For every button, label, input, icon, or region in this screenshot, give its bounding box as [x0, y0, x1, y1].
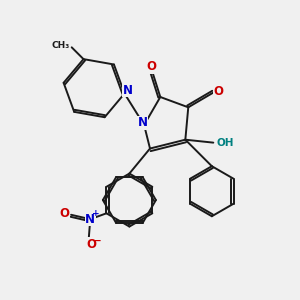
Text: O: O: [146, 60, 157, 73]
Text: N: N: [85, 213, 95, 226]
Text: OH: OH: [217, 138, 234, 148]
Text: CH₃: CH₃: [51, 41, 70, 50]
Text: O: O: [86, 238, 96, 251]
Text: +: +: [92, 209, 99, 218]
Text: N: N: [123, 83, 133, 97]
Text: O: O: [60, 207, 70, 220]
Text: O: O: [214, 85, 224, 98]
Text: −: −: [93, 236, 101, 246]
Text: N: N: [138, 116, 148, 129]
